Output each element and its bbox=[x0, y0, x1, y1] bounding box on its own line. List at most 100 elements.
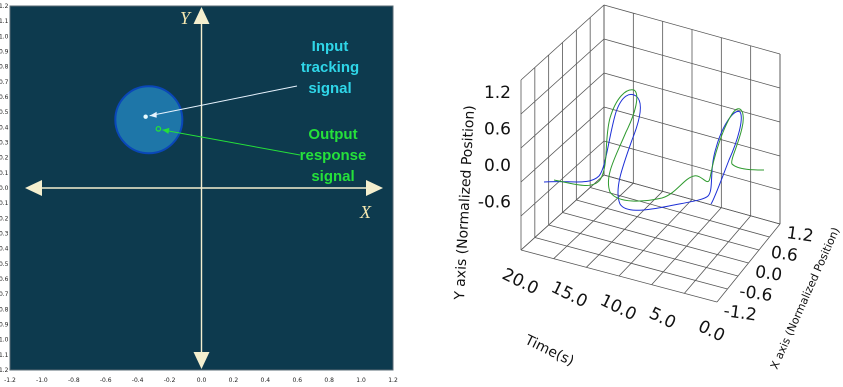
x-tick-label: 1.0 bbox=[356, 377, 366, 384]
y-tick-label: -0.4 bbox=[0, 246, 9, 253]
y-axis-label: Y axis (Normalized Position) bbox=[452, 105, 478, 301]
input-annotation-arrow bbox=[149, 85, 298, 117]
side-wall-grid-line bbox=[520, 4, 605, 81]
floor-grid-line bbox=[534, 237, 728, 290]
y-tick-label: 0.8 bbox=[0, 64, 9, 71]
input-annotation-line: signal bbox=[308, 80, 351, 97]
y-tick-label: -0.6 bbox=[0, 276, 9, 283]
y-tick-labels: 1.2 1.1 1.0 0.9 0.8 0.7 0.6 0.5 0.4 0.3 0.2 0.1 0.0 -… bbox=[0, 3, 9, 374]
y-tick-label: -0.8 bbox=[0, 306, 9, 313]
3d-trajectory-plot: 1.20.60.0-0.620.0 15.0 10.0 5.0 0.01.20.60.0… bbox=[452, 4, 842, 371]
x-tick-label: 0.6 bbox=[770, 243, 800, 267]
x-tick-label: 1.2 bbox=[785, 223, 815, 247]
y-tick-label: -0.2 bbox=[0, 215, 9, 222]
x-tick-label: 1.2 bbox=[388, 377, 398, 384]
x-tick-labels: -1.2 -1.0 -0.8 -0.6 -0.4 -0.2 0.0 0.2 0.4 0.6 0.8 1… bbox=[4, 377, 398, 384]
y-axis-arrow-down bbox=[193, 352, 210, 369]
x-tick-label: -0.2 bbox=[164, 377, 176, 384]
x-tick-label: 0.2 bbox=[229, 377, 239, 384]
time-tick-label: 20.0 bbox=[499, 265, 542, 300]
back-wall-grid-line bbox=[603, 38, 781, 89]
y-tick-label: 0.2 bbox=[0, 155, 9, 162]
y-tick-label: 0.3 bbox=[0, 140, 9, 147]
y-tick-label: -0.9 bbox=[0, 322, 9, 329]
back-wall-grid-line bbox=[603, 4, 781, 55]
input-arrowhead bbox=[149, 111, 157, 118]
y-tick-label: 1.2 bbox=[0, 3, 9, 10]
x-tick-label: 0.8 bbox=[324, 377, 334, 384]
x-tick-label: 0.6 bbox=[292, 377, 302, 384]
side-wall-grid-line bbox=[520, 72, 605, 149]
time-tick-label: 5.0 bbox=[646, 304, 679, 334]
x-axis-letter: X bbox=[359, 202, 372, 222]
floor-grid-line bbox=[548, 224, 739, 277]
y-tick-label: -1.0 bbox=[0, 337, 9, 344]
y-tick-label: 0.9 bbox=[0, 49, 9, 56]
back-wall-grid-line bbox=[603, 140, 781, 191]
y-tick-label: 1.0 bbox=[0, 33, 9, 40]
back-wall-grid-line bbox=[603, 72, 781, 123]
x-tick-label: -1.2 bbox=[4, 377, 16, 384]
y-tick-label: 0.6 bbox=[484, 119, 511, 139]
output-response-point bbox=[155, 126, 162, 132]
floor-grid-line bbox=[590, 187, 770, 238]
y-tick-label: 0.6 bbox=[0, 94, 9, 101]
cross-axes bbox=[25, 7, 383, 369]
x-tick-label: -1.2 bbox=[722, 301, 758, 325]
y-tick-label: -0.5 bbox=[0, 261, 9, 268]
output-annotation: Output response signal bbox=[300, 126, 367, 185]
back-wall-grid-line bbox=[603, 174, 781, 225]
x-tick-label: -0.6 bbox=[738, 282, 774, 306]
output-annotation-line: signal bbox=[311, 168, 354, 185]
output-annotation-line: Output bbox=[308, 126, 357, 143]
input-trajectory-line bbox=[543, 93, 742, 211]
output-trajectory-line bbox=[553, 89, 765, 202]
y-tick-label: 0.5 bbox=[0, 109, 9, 116]
y-tick-label: 0.0 bbox=[484, 156, 511, 176]
floor-grid-line bbox=[562, 212, 749, 264]
3d-grid bbox=[520, 4, 781, 303]
output-annotation-line: response bbox=[300, 147, 367, 164]
y-tick-label: 0.4 bbox=[0, 124, 9, 131]
x-axis-arrow-right bbox=[366, 180, 383, 196]
input-tracking-point bbox=[143, 114, 148, 119]
x-tick-label: -1.0 bbox=[36, 377, 48, 384]
x-tick-label: -0.4 bbox=[132, 377, 144, 384]
side-wall-grid-line bbox=[520, 140, 605, 217]
3d-tick-labels: 1.20.60.0-0.620.0 15.0 10.0 5.0 0.01.20.60.0… bbox=[478, 83, 815, 347]
x-axis-arrow-left bbox=[25, 180, 42, 196]
y-tick-label: 1.1 bbox=[0, 18, 9, 25]
y-tick-label: -0.6 bbox=[478, 192, 511, 212]
time-axis-label: Time(s) bbox=[521, 332, 576, 370]
time-tick-label: 15.0 bbox=[548, 278, 591, 313]
x-tick-label: -0.8 bbox=[68, 377, 80, 384]
x-tick-label: 0.4 bbox=[261, 377, 271, 384]
y-tick-label: -0.7 bbox=[0, 291, 9, 298]
target-circle bbox=[114, 85, 184, 155]
x-tick-label: 0.0 bbox=[197, 377, 207, 384]
x-tick-label: -0.6 bbox=[100, 377, 112, 384]
side-wall-grid-line bbox=[520, 106, 605, 183]
y-tick-label: 0.1 bbox=[0, 170, 9, 177]
y-tick-label: -1.1 bbox=[0, 352, 9, 359]
input-annotation-line: Input bbox=[312, 38, 349, 55]
y-tick-label: 1.2 bbox=[484, 83, 511, 103]
y-axis-letter: Y bbox=[180, 8, 192, 28]
output-annotation-arrow bbox=[162, 129, 301, 156]
floor-grid-line bbox=[520, 249, 718, 303]
input-annotation: Input tracking signal bbox=[301, 38, 359, 97]
output-arrowhead bbox=[162, 127, 170, 134]
y-tick-label: 0.7 bbox=[0, 79, 9, 86]
y-axis-arrow-up bbox=[193, 7, 210, 24]
y-tick-label: -1.2 bbox=[0, 367, 9, 374]
y-tick-label: 0.0 bbox=[0, 185, 9, 192]
x-tick-label: 0.0 bbox=[754, 262, 784, 286]
side-wall-grid-line bbox=[520, 38, 605, 115]
side-wall-grid-line bbox=[520, 174, 605, 251]
xy-tracking-plot: 1.21.11.00.90.80.70.60.50.40.30.20.10.0-… bbox=[0, 0, 400, 387]
input-annotation-line: tracking bbox=[301, 59, 359, 76]
y-tick-label: -0.1 bbox=[0, 200, 9, 207]
y-tick-label: -0.3 bbox=[0, 231, 9, 238]
floor-grid-line bbox=[576, 199, 760, 251]
time-tick-label: 10.0 bbox=[597, 291, 640, 326]
